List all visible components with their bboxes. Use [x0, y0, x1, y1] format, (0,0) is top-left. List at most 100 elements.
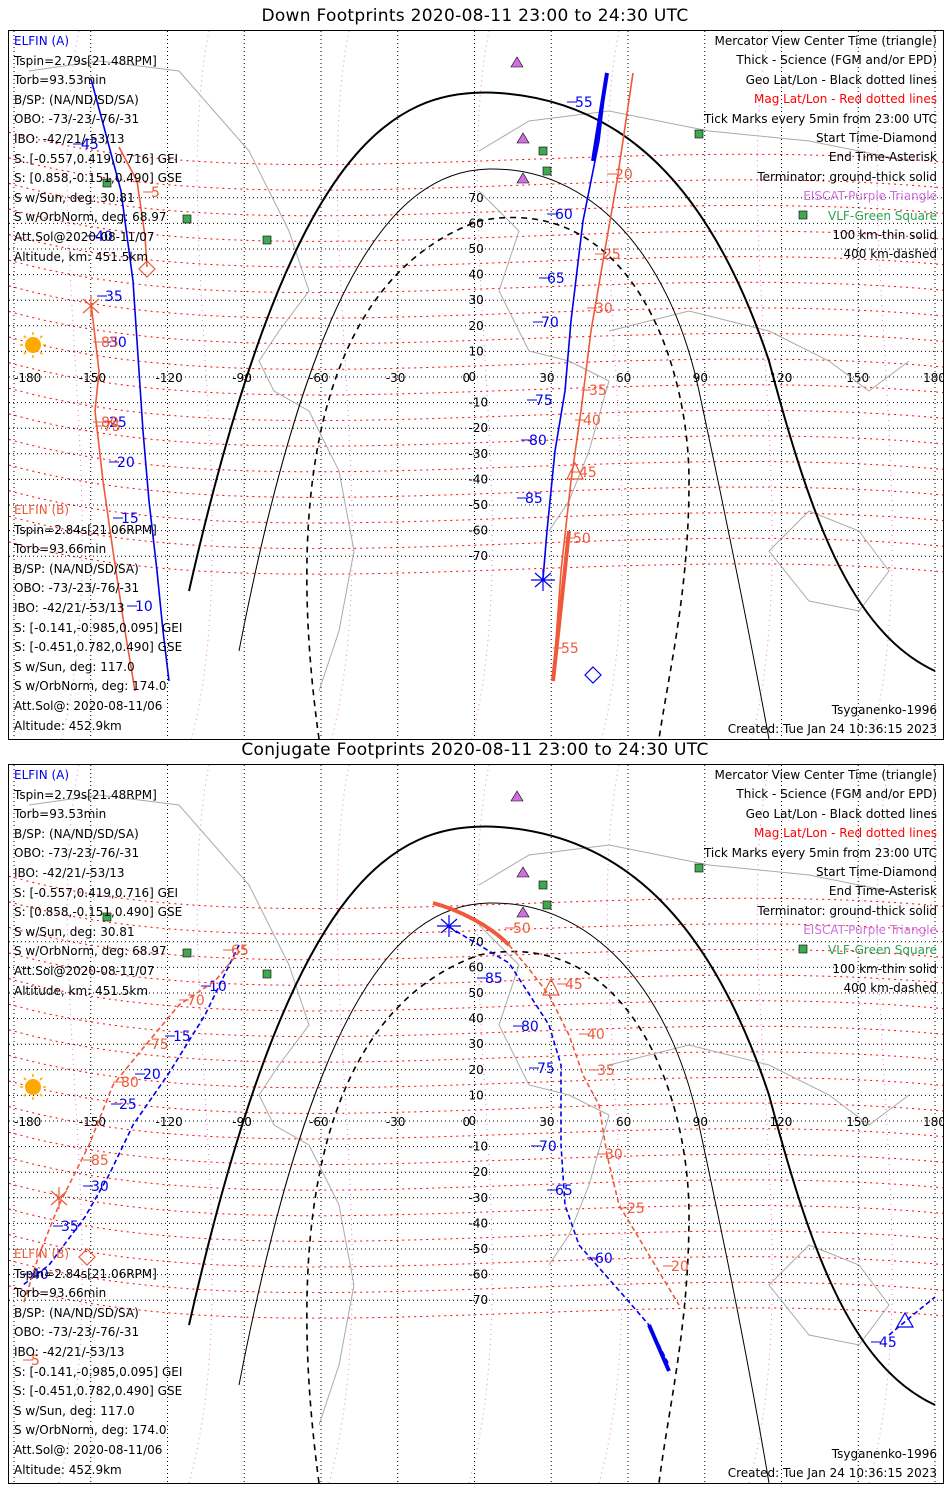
down-footprints-map-panel: -180-150-120-90-60-300306090120150180706… — [8, 30, 944, 740]
lat-tick-label: 10 — [469, 1088, 484, 1102]
vlf-site-icon — [542, 900, 552, 910]
mag-latitude-line — [9, 310, 943, 345]
lat-tick-label: -60 — [469, 1268, 489, 1282]
elfin-a-time-label: 45 — [879, 1335, 897, 1351]
terminator-100km — [238, 168, 770, 739]
elfin-b-time-label: 5 — [151, 185, 160, 201]
vlf-site-icon — [102, 912, 112, 922]
vlf-site-icon — [538, 146, 548, 156]
elfin-a-time-label: 30 — [91, 1179, 109, 1195]
lat-tick-label: 40 — [469, 268, 484, 282]
elfin-a-info-conjugate: ELFIN (A) Tspin=2.79s[21.48RPM] Torb=93.… — [14, 768, 183, 998]
lon-tick-label: 180 — [923, 371, 943, 385]
elfin-a-time-label: 85 — [525, 491, 543, 507]
elfin-a-time-label: 20 — [143, 1067, 161, 1083]
eiscat-site-icon — [516, 866, 530, 878]
sun-icon — [25, 337, 41, 353]
lon-tick-label: -30 — [386, 371, 406, 385]
elfin-a-time-label: 10 — [135, 599, 153, 615]
mag-latitude-line — [9, 362, 943, 396]
lat-tick-label: 70 — [469, 935, 484, 949]
model-credit-conjugate: Tsyganenko-1996 Created: Tue Jan 24 10:3… — [727, 1447, 937, 1480]
terminator-ground — [188, 91, 936, 672]
sun-ray — [39, 1077, 43, 1081]
elfin-b-science-segment — [432, 901, 511, 947]
elfin-a-pacific-track — [22, 944, 240, 1286]
elfin-a-time-label: 55 — [575, 95, 593, 111]
elfin-a-time-label: 70 — [539, 1139, 557, 1155]
elfin-a-name: ELFIN (A) — [14, 34, 70, 48]
lon-tick-label: 150 — [846, 1115, 869, 1129]
lat-tick-label: -10 — [469, 1140, 489, 1154]
vlf-site-icon — [262, 235, 272, 245]
elfin-b-time-label: 25 — [603, 247, 621, 263]
lat-tick-label: 0 — [469, 370, 477, 384]
mag-latitude-line — [9, 336, 943, 370]
sun-ray — [23, 335, 27, 339]
lat-tick-label: -40 — [469, 472, 489, 486]
elfin-a-time-label: 45 — [81, 137, 99, 153]
lon-tick-label: -150 — [79, 371, 106, 385]
elfin-a-time-label: 25 — [109, 415, 127, 431]
elfin-b-time-label: 85 — [91, 1153, 109, 1169]
coastline — [478, 844, 910, 896]
start-time-diamond-icon — [584, 666, 602, 684]
mag-longitude-line — [470, 31, 493, 739]
elfin-b-pacific-track-north — [118, 146, 148, 268]
lon-tick-label: -60 — [309, 1115, 329, 1129]
lon-tick-label: 30 — [539, 371, 554, 385]
elfin-a-time-label: 35 — [61, 1219, 79, 1235]
coastline — [308, 1144, 355, 1426]
lat-tick-label: 60 — [469, 216, 484, 230]
mag-latitude-line — [9, 541, 943, 575]
eiscat-site-icon — [516, 132, 530, 144]
elfin-b-time-label: 30 — [595, 301, 613, 317]
mag-latitude-line — [9, 1259, 943, 1294]
elfin-b-time-label: 35 — [589, 383, 607, 399]
coastline — [478, 924, 610, 1266]
elfin-b-time-label: 25 — [627, 1201, 645, 1217]
vlf-site-icon — [102, 178, 112, 188]
mag-latitude-line — [9, 208, 943, 242]
lat-tick-label: 60 — [469, 960, 484, 974]
lon-tick-label: 0 — [463, 371, 471, 385]
lat-tick-label: 70 — [469, 191, 484, 205]
elfin-b-name: ELFIN (B) — [14, 503, 70, 517]
mag-latitude-line — [9, 952, 943, 986]
start-time-diamond-icon — [138, 260, 156, 278]
lon-tick-label: 150 — [846, 371, 869, 385]
elfin-b-time-label: 50 — [573, 531, 591, 547]
elfin-a-time-label: 70 — [541, 315, 559, 331]
coastline — [478, 190, 610, 532]
lat-tick-label: 20 — [469, 1063, 484, 1077]
conjugate-footprints-map-panel: -180-150-120-90-60-300306090120150180706… — [8, 764, 944, 1484]
elfin-b-time-label: 5 — [31, 1353, 40, 1369]
view-center-triangle-icon — [542, 977, 560, 996]
lon-tick-label: 120 — [770, 1115, 793, 1129]
elfin-b-time-label: 55 — [561, 641, 579, 657]
start-time-diamond-icon — [78, 1248, 96, 1266]
lon-tick-label: 60 — [616, 1115, 631, 1129]
lat-tick-label: -50 — [469, 498, 489, 512]
elfin-a-time-label: 80 — [521, 1019, 539, 1035]
elfin-b-time-label: 45 — [579, 465, 597, 481]
coastline — [478, 110, 910, 162]
lat-tick-label: -60 — [469, 524, 489, 538]
lat-tick-label: -20 — [469, 1165, 489, 1179]
elfin-a-track — [542, 72, 608, 580]
mag-latitude-line — [9, 1106, 943, 1140]
eiscat-site-icon — [510, 56, 524, 68]
terminator-400km — [306, 950, 690, 1483]
view-center-triangle-icon — [566, 461, 584, 480]
mag-latitude-line — [9, 387, 943, 422]
model-credit: Tsyganenko-1996 Created: Tue Jan 24 10:3… — [727, 703, 937, 736]
vlf-site-icon — [262, 969, 272, 979]
vlf-site-icon — [798, 944, 808, 954]
coastline — [768, 1244, 890, 1346]
coastline — [768, 510, 890, 612]
elfin-b-time-label: 45 — [565, 977, 583, 993]
elfin-a-time-label: 80 — [529, 433, 547, 449]
lon-tick-label: -180 — [14, 1115, 41, 1129]
lat-tick-label: -30 — [469, 447, 489, 461]
lon-tick-label: 180 — [923, 1115, 943, 1129]
